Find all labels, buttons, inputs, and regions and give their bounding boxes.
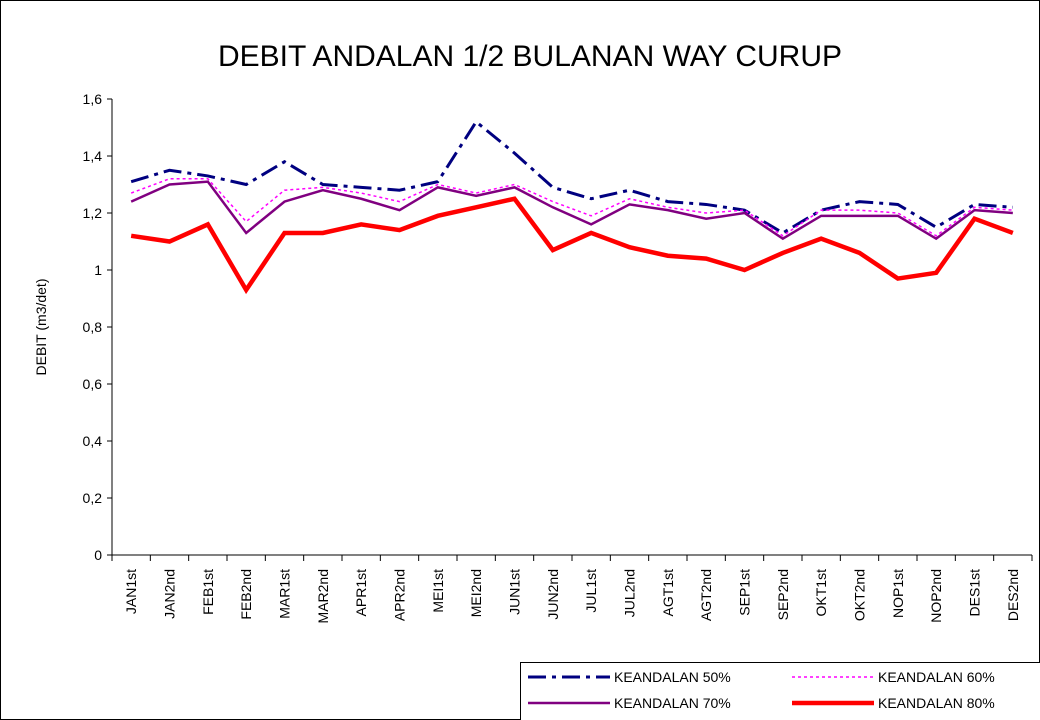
x-tick-label: OKT1st xyxy=(813,569,829,617)
x-tick-label: MAR1st xyxy=(277,569,293,619)
series-line xyxy=(130,196,1014,295)
y-tick-label: 0,6 xyxy=(83,376,103,392)
legend: KEANDALAN 50% KEANDALAN 60% KEANDALAN 70% K… xyxy=(520,662,1040,720)
chart-title: DEBIT ANDALAN 1/2 BULANAN WAY CURUP xyxy=(218,40,842,73)
legend-label: KEANDALAN 50% xyxy=(614,669,731,685)
x-tick-label: MAR2nd xyxy=(315,569,331,623)
x-tick-label: FEB2nd xyxy=(238,569,254,620)
x-tick-label: JUN2nd xyxy=(545,569,561,620)
x-tick-label: JUL2nd xyxy=(622,569,638,617)
x-tick-label: JAN1st xyxy=(123,569,139,614)
y-axis-title: DEBIT (m3/det) xyxy=(33,279,49,376)
x-tick-label: MEI1st xyxy=(430,569,446,613)
series-line xyxy=(130,119,1013,235)
y-tick-label: 1 xyxy=(94,262,102,278)
x-tick-label: FEB1st xyxy=(200,569,216,615)
legend-box xyxy=(520,662,1040,720)
x-tick-label: SEP1st xyxy=(737,569,753,616)
x-tick-label: OKT2nd xyxy=(852,569,868,621)
x-tick-label: NOP2nd xyxy=(928,569,944,623)
x-tick-label: MEI2nd xyxy=(468,569,484,617)
x-tick-label: SEP2nd xyxy=(775,569,791,620)
y-tick-label: 0 xyxy=(94,547,102,563)
x-tick-label: DES1st xyxy=(967,569,983,617)
legend-label: KEANDALAN 60% xyxy=(878,669,995,685)
y-tick-label: 0,4 xyxy=(83,433,103,449)
x-tick-label: DES2nd xyxy=(1005,569,1021,621)
x-tick-label: AGT2nd xyxy=(698,569,714,621)
x-tick-label: NOP1st xyxy=(890,569,906,618)
x-tick-label: AGT1st xyxy=(660,569,676,617)
x-tick-label: APR2nd xyxy=(392,569,408,621)
legend-label: KEANDALAN 80% xyxy=(878,695,995,711)
series-line xyxy=(130,180,1013,241)
legend-label: KEANDALAN 70% xyxy=(614,695,731,711)
x-tick-label: JUN1st xyxy=(507,569,523,615)
y-tick-label: 1,6 xyxy=(83,91,103,107)
x-tick-label: APR1st xyxy=(353,569,369,617)
x-tick-label: JUL1st xyxy=(583,569,599,613)
x-tick-label: JAN2nd xyxy=(162,569,178,619)
y-tick-label: 0,8 xyxy=(83,319,103,335)
y-tick-label: 1,4 xyxy=(83,148,103,164)
y-tick-label: 0,2 xyxy=(83,490,103,506)
y-tick-label: 1,2 xyxy=(83,205,103,221)
